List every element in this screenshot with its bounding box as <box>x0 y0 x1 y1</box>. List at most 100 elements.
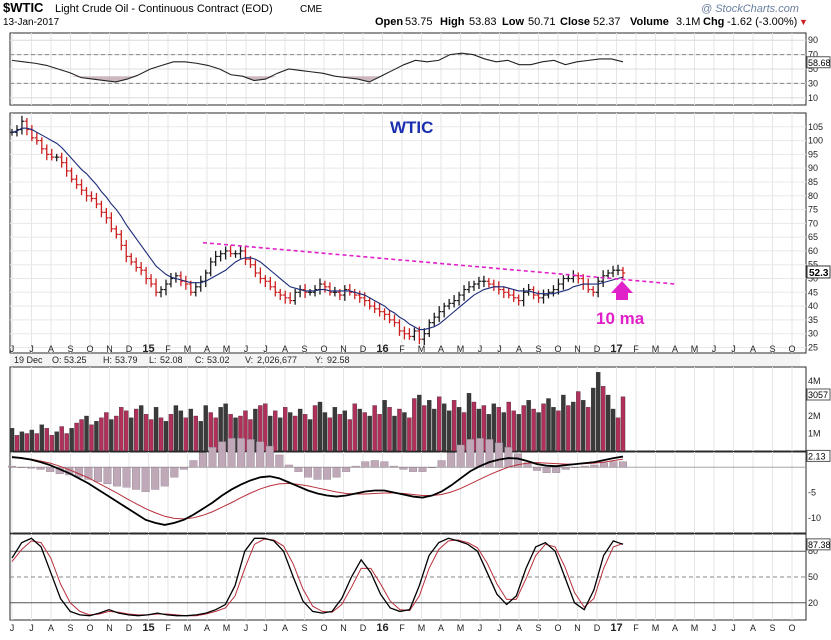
macd-histogram-bar <box>609 461 618 468</box>
volume-bar <box>446 410 452 452</box>
rsi-last-value-text: 58.68 <box>808 58 831 68</box>
volume-bar <box>124 410 129 452</box>
volume-bar <box>605 394 611 452</box>
high-label: High <box>440 16 465 28</box>
volume-bar <box>367 415 372 452</box>
price-x-tick-label: S <box>535 344 541 354</box>
volume-bar <box>327 417 333 452</box>
chart-marks: 907050301058.681051009590858075706560555… <box>8 35 831 634</box>
price-x-tick-label: J <box>712 344 717 354</box>
price-x-tick-label: F <box>399 344 405 354</box>
rsi-tick-label: 10 <box>808 93 818 103</box>
volume-bar <box>571 401 576 452</box>
macd-histogram-bar <box>189 460 198 468</box>
volume-bar <box>297 408 303 452</box>
volume-bar <box>168 414 174 452</box>
volume-bar <box>148 419 154 452</box>
rsi-last-value-tag <box>806 56 831 69</box>
bottom-x-tick-label: J <box>244 623 249 633</box>
macd-last-value-text: 2.13 <box>808 451 826 461</box>
macd-histogram-bar <box>561 467 570 470</box>
volume-bar <box>402 412 407 452</box>
price-x-tick-label: A <box>516 344 522 354</box>
volume-bar <box>506 401 511 452</box>
bottom-x-tick-label: A <box>672 623 678 633</box>
price-x-tick-label: M <box>418 344 426 354</box>
macd-histogram-bar <box>93 467 102 482</box>
bottom-x-tick-label: 17 <box>610 622 622 634</box>
price-x-tick-label: F <box>633 344 639 354</box>
bottom-x-tick-label: S <box>301 623 307 633</box>
volume-bar <box>84 415 89 452</box>
volume-bar <box>9 428 15 452</box>
open-value: 53.75 <box>405 16 433 28</box>
header-date: 13-Jan-2017 <box>3 17 60 28</box>
price-x-tick-label: 17 <box>610 343 622 355</box>
volume-tick-label: 1M <box>808 429 821 439</box>
stoch-last-value-tag <box>806 538 831 551</box>
macd-histogram-bar <box>332 467 341 478</box>
rsi-tick-label: 70 <box>808 50 818 60</box>
chg-label: Chg <box>703 16 724 28</box>
price-x-tick-label: M <box>652 344 660 354</box>
volume-value: 3.1M <box>676 16 700 28</box>
price-x-tick-label: 15 <box>142 343 154 355</box>
macd-histogram-bar <box>408 467 417 472</box>
price-x-tick-label: O <box>86 344 93 354</box>
volume-bar <box>79 419 84 452</box>
price-x-tick-label: D <box>594 344 601 354</box>
price-tick-label: 50 <box>808 274 818 284</box>
volume-bar <box>34 433 40 452</box>
macd-signal-line <box>11 457 624 520</box>
instrument-name: Light Crude Oil - Continuous Contract (E… <box>55 3 273 15</box>
price-x-tick-label: A <box>282 344 288 354</box>
volume-bar <box>49 435 54 452</box>
price-x-tick-label: S <box>301 344 307 354</box>
bottom-x-tick-label: M <box>418 623 426 633</box>
volume-bar <box>516 414 521 452</box>
rsi-tick-label: 30 <box>808 78 818 88</box>
macd-histogram-bar <box>36 467 45 470</box>
price-tick-label: 35 <box>808 315 818 325</box>
resistance-trendline <box>202 241 676 285</box>
bottom-x-tick-label: A <box>282 623 288 633</box>
stoch-k-line <box>11 537 624 617</box>
bottom-x-tick-label: M <box>652 623 660 633</box>
macd-histogram-bar <box>590 464 599 468</box>
macd-histogram-bar <box>122 467 131 488</box>
price-x-tick-label: D <box>360 344 367 354</box>
volume-bar <box>551 407 556 452</box>
volume-bar <box>501 412 506 452</box>
macd-histogram-bar <box>542 467 551 473</box>
volume-bar <box>441 403 447 452</box>
volume-bar <box>198 421 203 452</box>
price-tick-label: 65 <box>808 232 818 242</box>
volume-bar <box>586 407 591 452</box>
volume-bar <box>536 412 541 452</box>
volume-bar <box>347 419 352 452</box>
volume-bar <box>208 412 213 452</box>
volume-bar <box>407 417 412 452</box>
close-label: Close <box>560 16 590 28</box>
macd-histogram-bar <box>380 461 389 468</box>
macd-histogram-bar <box>313 467 322 480</box>
volume-bar <box>491 403 497 452</box>
rsi-tick-label: 50 <box>808 64 818 74</box>
volume-bar <box>581 400 586 452</box>
volume-bar <box>337 414 343 452</box>
volume-bar <box>64 433 69 452</box>
info-h-label: H: <box>103 355 112 365</box>
price-x-tick-label: M <box>691 344 699 354</box>
macd-histogram-bar <box>323 467 332 480</box>
bottom-x-tick-label: O <box>320 623 327 633</box>
bottom-x-tick-label: J <box>29 623 34 633</box>
macd-histogram-bar <box>475 438 484 468</box>
macd-histogram-bar <box>294 467 303 472</box>
volume-bar <box>432 408 437 452</box>
bottom-x-tick-label: A <box>750 623 756 633</box>
bottom-x-tick-label: 15 <box>142 622 154 634</box>
volume-bar <box>89 424 94 452</box>
info-v-value: 2,026,677 <box>257 355 297 365</box>
